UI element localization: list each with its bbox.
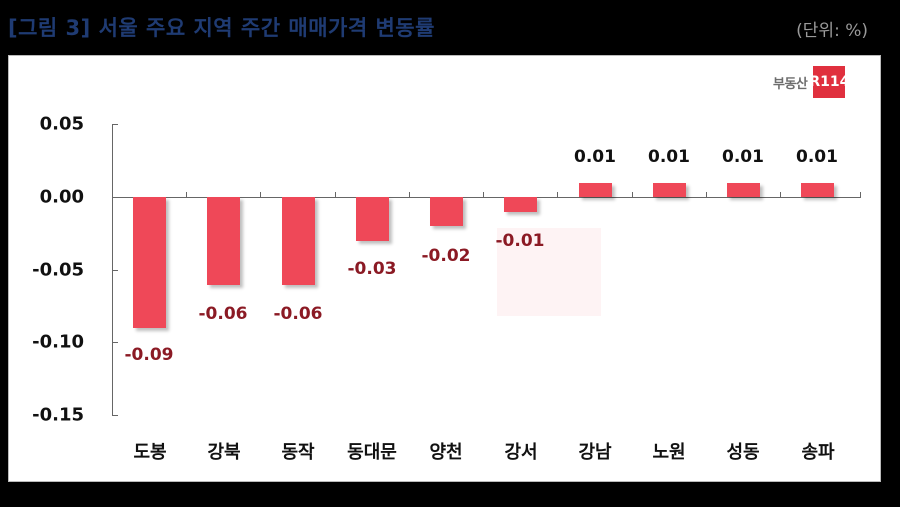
bar-nowon <box>653 183 686 197</box>
x-tick <box>860 192 861 197</box>
y-tick <box>112 124 118 125</box>
value-label: -0.03 <box>347 259 397 279</box>
y-tick-label: 0.05 <box>39 113 84 135</box>
value-label: -0.06 <box>198 304 248 324</box>
y-tick-label: -0.05 <box>32 259 84 281</box>
y-tick <box>112 342 118 343</box>
category-label: 동작 <box>281 442 315 463</box>
category-label: 강남 <box>578 442 612 463</box>
bar-seongdong <box>727 183 760 197</box>
y-tick-label: -0.15 <box>32 404 84 426</box>
value-label: -0.02 <box>421 246 471 266</box>
x-tick <box>557 192 558 197</box>
value-label: -0.06 <box>273 304 323 324</box>
y-axis <box>112 124 113 415</box>
logo-badge-icon: R114 <box>809 66 849 98</box>
bar-gangseo <box>504 197 537 212</box>
category-label: 성동 <box>726 442 760 463</box>
category-label: 도봉 <box>133 442 167 463</box>
category-label: 노원 <box>652 442 686 463</box>
watermark <box>497 228 601 316</box>
unit-label: (단위: %) <box>796 21 868 41</box>
logo-text: 부동산 <box>773 76 808 92</box>
category-label: 강서 <box>504 442 538 463</box>
category-label: 동대문 <box>347 442 397 463</box>
category-label: 송파 <box>801 442 835 463</box>
value-label: 0.01 <box>648 147 690 167</box>
bar-gangbuk <box>207 197 240 285</box>
x-tick <box>260 192 261 197</box>
x-tick <box>706 192 707 197</box>
x-tick <box>409 192 410 197</box>
value-label: 0.01 <box>574 147 616 167</box>
category-label: 양천 <box>429 442 463 463</box>
r114-logo: 부동산 R114 <box>773 66 849 98</box>
y-tick-label: 0.00 <box>39 186 84 208</box>
value-label: -0.01 <box>495 231 545 251</box>
category-label: 강북 <box>207 442 241 463</box>
bar-gangnam <box>579 183 612 197</box>
bar-dobong <box>133 197 166 328</box>
bar-songpa <box>801 183 834 197</box>
x-tick <box>186 192 187 197</box>
x-tick <box>483 192 484 197</box>
y-tick-label: -0.10 <box>32 331 84 353</box>
x-tick <box>632 192 633 197</box>
y-tick <box>112 415 118 416</box>
x-axis-zero-line <box>112 197 861 198</box>
y-tick <box>112 270 118 271</box>
value-label: -0.09 <box>124 345 174 365</box>
bar-dongdaemun <box>356 197 389 241</box>
value-label: 0.01 <box>722 147 764 167</box>
bar-dongjak <box>282 197 315 285</box>
x-tick <box>335 192 336 197</box>
x-tick <box>780 192 781 197</box>
chart-title: [그림 3] 서울 주요 지역 주간 매매가격 변동률 <box>8 16 435 40</box>
value-label: 0.01 <box>796 147 838 167</box>
bar-yangcheon <box>430 197 463 226</box>
